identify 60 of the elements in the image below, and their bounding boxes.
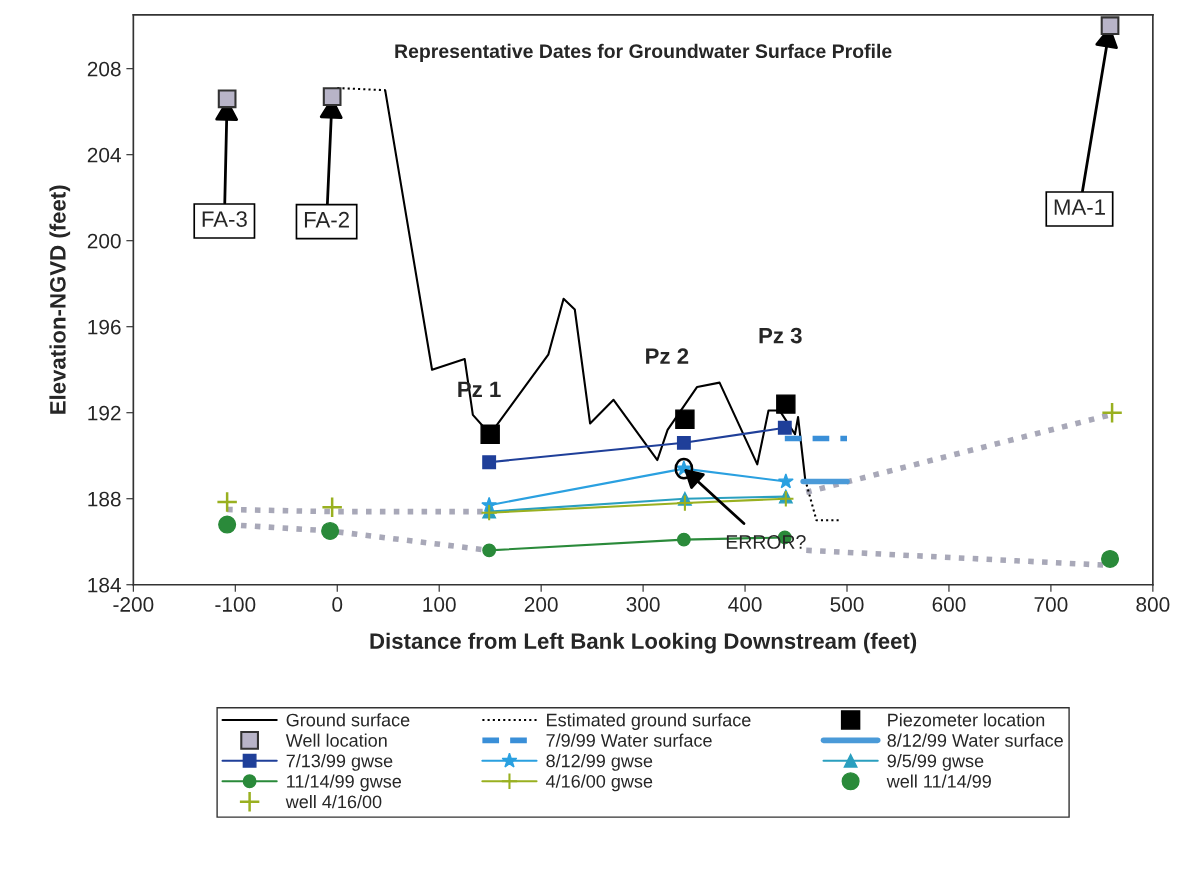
- legend-label: Estimated ground surface: [547, 713, 751, 730]
- y-axis-title: Elevation-NGVD (feet): [49, 185, 71, 414]
- point: [480, 424, 500, 444]
- legend-label: 7/9/99 Water surface: [546, 733, 712, 747]
- point: [1100, 16, 1120, 36]
- annotation: MA-1: [1054, 199, 1105, 215]
- point: [218, 515, 237, 534]
- y-tick-label: 184: [88, 577, 121, 593]
- point: [321, 521, 340, 541]
- annotation: FA-2: [304, 211, 349, 228]
- point: [322, 87, 342, 107]
- point: [217, 89, 237, 109]
- y-tick-label: 204: [87, 147, 121, 163]
- point: [777, 473, 794, 489]
- y-tick-label: 188: [88, 491, 121, 507]
- legend-label: Piezometer location: [888, 713, 1045, 727]
- point: [675, 409, 695, 429]
- x-tick-label: 0: [332, 597, 343, 612]
- legend-label: Ground surface: [286, 713, 410, 727]
- point: [216, 490, 239, 513]
- point: [1101, 401, 1124, 424]
- y-tick-label: 208: [87, 61, 121, 77]
- x-tick-label: 700: [1034, 597, 1068, 612]
- text: Representative Dates for Groundwater Surface Profile: [395, 43, 892, 62]
- point: [321, 496, 344, 519]
- x-tick-label: 500: [830, 597, 864, 612]
- point: [777, 490, 795, 508]
- x-tick-label: 300: [626, 597, 660, 612]
- y-tick-label: 200: [87, 233, 121, 249]
- legend-label: 4/16/00 gwse: [545, 774, 653, 792]
- x-tick-label: 200: [524, 597, 558, 612]
- point: [777, 420, 792, 435]
- annotation: ERROR?: [726, 535, 806, 549]
- point: [482, 543, 497, 558]
- point: [776, 394, 796, 414]
- annotation: FA-3: [202, 211, 247, 227]
- legend-label: well 4/16/00: [285, 794, 382, 809]
- x-tick-label: -100: [215, 597, 256, 612]
- legend-label: well 11/14/99: [886, 774, 991, 788]
- x-tick-label: 800: [1136, 597, 1170, 612]
- point: [676, 494, 694, 512]
- y-tick-label: 192: [88, 405, 121, 421]
- legend-label: 11/14/99 gwse: [287, 774, 402, 792]
- annotation: Pz 2: [646, 348, 689, 364]
- legend-label: 9/5/99 gwse: [887, 754, 984, 771]
- point: [1101, 549, 1120, 568]
- legend-label: 8/12/99 gwse: [546, 754, 653, 771]
- y-tick-label: 196: [88, 319, 121, 335]
- point: [676, 532, 691, 547]
- point: [676, 435, 691, 450]
- x-tick-label: 400: [728, 597, 762, 612]
- legend-label: 8/12/99 Water surface: [887, 733, 1063, 747]
- annotation: Pz 3: [759, 327, 802, 344]
- x-tick-label: -200: [113, 597, 154, 612]
- x-axis-title: Distance from Left Bank Looking Downstream (feet): [370, 632, 917, 654]
- legend-label: Well location: [285, 733, 387, 747]
- legend-label: 7/13/99 gwse: [286, 754, 393, 771]
- x-tick-label: 600: [932, 597, 966, 612]
- point: [482, 455, 497, 470]
- x-tick-label: 100: [423, 597, 456, 612]
